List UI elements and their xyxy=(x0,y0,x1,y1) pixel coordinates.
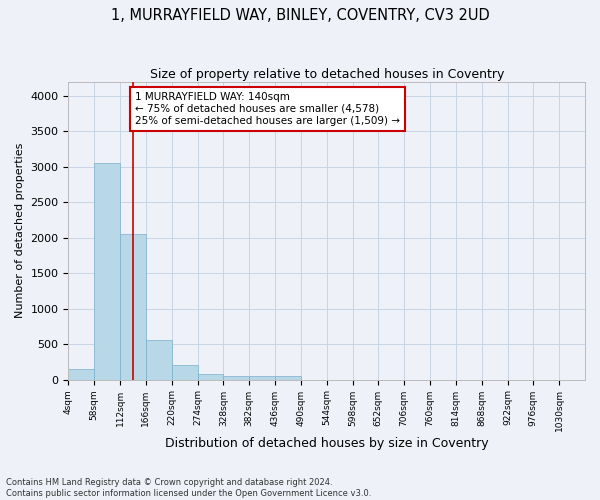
Bar xyxy=(172,364,197,380)
Text: 1 MURRAYFIELD WAY: 140sqm
← 75% of detached houses are smaller (4,578)
25% of se: 1 MURRAYFIELD WAY: 140sqm ← 75% of detac… xyxy=(135,92,400,126)
Bar xyxy=(146,340,172,380)
Bar xyxy=(275,376,301,380)
Bar xyxy=(249,376,275,380)
Bar xyxy=(197,374,223,380)
Y-axis label: Number of detached properties: Number of detached properties xyxy=(15,143,25,318)
Bar xyxy=(223,376,249,380)
Text: 1, MURRAYFIELD WAY, BINLEY, COVENTRY, CV3 2UD: 1, MURRAYFIELD WAY, BINLEY, COVENTRY, CV… xyxy=(110,8,490,22)
Text: Contains HM Land Registry data © Crown copyright and database right 2024.
Contai: Contains HM Land Registry data © Crown c… xyxy=(6,478,371,498)
Bar xyxy=(94,163,120,380)
Bar xyxy=(68,369,94,380)
X-axis label: Distribution of detached houses by size in Coventry: Distribution of detached houses by size … xyxy=(165,437,488,450)
Title: Size of property relative to detached houses in Coventry: Size of property relative to detached ho… xyxy=(149,68,504,80)
Bar xyxy=(120,234,146,380)
